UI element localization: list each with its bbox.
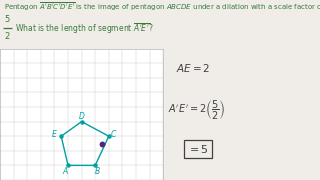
Text: A: A bbox=[62, 167, 67, 176]
Text: B: B bbox=[95, 167, 100, 176]
Text: E: E bbox=[52, 130, 57, 139]
Text: $= 5$: $= 5$ bbox=[187, 143, 209, 155]
Text: 5: 5 bbox=[4, 15, 9, 24]
Text: What is the length of segment $\mathit{\overline{A'E'}}$?: What is the length of segment $\mathit{\… bbox=[15, 21, 154, 36]
Text: $A'E' = 2\left(\dfrac{5}{2}\right)$: $A'E' = 2\left(\dfrac{5}{2}\right)$ bbox=[168, 98, 225, 122]
Text: 2: 2 bbox=[4, 32, 9, 41]
Text: C: C bbox=[111, 130, 116, 139]
Text: Pentagon $\mathit{\overline{A'B'C'D'E'}}$ is the image of pentagon $\mathit{ABCD: Pentagon $\mathit{\overline{A'B'C'D'E'}}… bbox=[4, 1, 320, 13]
Text: $AE = 2$: $AE = 2$ bbox=[176, 62, 211, 74]
Text: D: D bbox=[79, 112, 84, 121]
